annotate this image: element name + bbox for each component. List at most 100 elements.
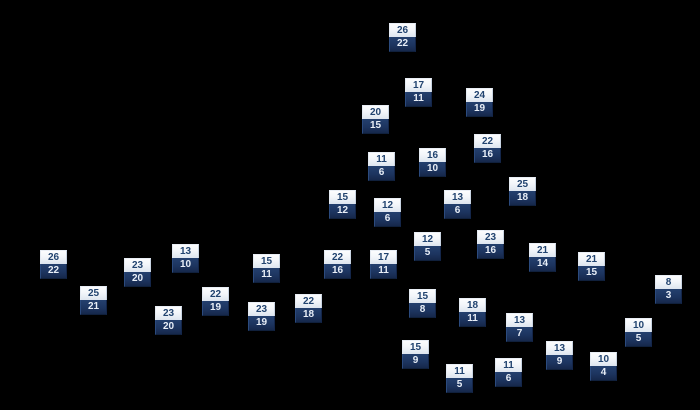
data-point-top-value: 10 (590, 352, 617, 366)
data-point-label[interactable]: 10 4 (590, 352, 617, 381)
data-point-bottom-value: 22 (389, 37, 416, 52)
data-point-bottom-value: 20 (124, 272, 151, 287)
data-point-label[interactable]: 12 6 (374, 198, 401, 227)
data-point-bottom-value: 11 (405, 92, 432, 107)
data-point-top-value: 24 (466, 88, 493, 102)
data-point-bottom-value: 21 (80, 300, 107, 315)
data-point-top-value: 26 (389, 23, 416, 37)
data-point-top-value: 23 (248, 302, 275, 316)
data-point-label[interactable]: 26 22 (389, 23, 416, 52)
data-point-top-value: 23 (155, 306, 182, 320)
data-point-label[interactable]: 11 6 (495, 358, 522, 387)
data-point-top-value: 10 (625, 318, 652, 332)
data-point-top-value: 13 (506, 313, 533, 327)
data-point-top-value: 15 (409, 289, 436, 303)
data-point-bottom-value: 6 (495, 372, 522, 387)
data-point-top-value: 20 (362, 105, 389, 119)
data-point-top-value: 12 (374, 198, 401, 212)
data-point-label[interactable]: 13 10 (172, 244, 199, 273)
data-point-label[interactable]: 25 21 (80, 286, 107, 315)
data-point-label[interactable]: 16 10 (419, 148, 446, 177)
data-point-top-value: 22 (324, 250, 351, 264)
data-point-top-value: 15 (329, 190, 356, 204)
data-point-bottom-value: 11 (370, 264, 397, 279)
data-point-label[interactable]: 13 7 (506, 313, 533, 342)
data-point-label[interactable]: 13 9 (546, 341, 573, 370)
data-point-label[interactable]: 21 15 (578, 252, 605, 281)
data-point-top-value: 11 (446, 364, 473, 378)
data-point-label[interactable]: 12 5 (414, 232, 441, 261)
data-point-bottom-value: 14 (529, 257, 556, 272)
data-point-label[interactable]: 25 18 (509, 177, 536, 206)
data-point-bottom-value: 5 (446, 378, 473, 393)
data-point-label[interactable]: 10 5 (625, 318, 652, 347)
data-point-bottom-value: 3 (655, 289, 682, 304)
data-point-top-value: 21 (578, 252, 605, 266)
data-point-bottom-value: 5 (625, 332, 652, 347)
data-point-label[interactable]: 15 9 (402, 340, 429, 369)
data-point-bottom-value: 16 (474, 148, 501, 163)
data-point-bottom-value: 9 (546, 355, 573, 370)
data-point-top-value: 23 (477, 230, 504, 244)
data-point-label[interactable]: 15 11 (253, 254, 280, 283)
data-point-label[interactable]: 13 6 (444, 190, 471, 219)
data-point-label[interactable]: 23 20 (124, 258, 151, 287)
data-point-bottom-value: 9 (402, 354, 429, 369)
data-point-label[interactable]: 23 16 (477, 230, 504, 259)
data-point-label[interactable]: 11 6 (368, 152, 395, 181)
data-point-top-value: 11 (368, 152, 395, 166)
data-point-label[interactable]: 22 19 (202, 287, 229, 316)
data-point-label[interactable]: 15 8 (409, 289, 436, 318)
data-point-bottom-value: 10 (172, 258, 199, 273)
data-point-label[interactable]: 23 20 (155, 306, 182, 335)
data-point-top-value: 13 (444, 190, 471, 204)
data-point-bottom-value: 19 (466, 102, 493, 117)
data-point-bottom-value: 18 (509, 191, 536, 206)
data-point-top-value: 8 (655, 275, 682, 289)
data-point-bottom-value: 22 (40, 264, 67, 279)
data-point-top-value: 11 (495, 358, 522, 372)
data-point-top-value: 17 (405, 78, 432, 92)
data-point-bottom-value: 16 (324, 264, 351, 279)
data-point-label[interactable]: 17 11 (370, 250, 397, 279)
data-point-top-value: 13 (172, 244, 199, 258)
data-point-bottom-value: 15 (362, 119, 389, 134)
data-point-bottom-value: 19 (248, 316, 275, 331)
data-point-label[interactable]: 18 11 (459, 298, 486, 327)
data-point-top-value: 25 (80, 286, 107, 300)
data-point-top-value: 17 (370, 250, 397, 264)
data-point-bottom-value: 10 (419, 162, 446, 177)
data-point-bottom-value: 20 (155, 320, 182, 335)
data-point-label[interactable]: 20 15 (362, 105, 389, 134)
data-point-top-value: 22 (295, 294, 322, 308)
data-point-label[interactable]: 22 18 (295, 294, 322, 323)
data-point-label[interactable]: 24 19 (466, 88, 493, 117)
data-point-bottom-value: 6 (374, 212, 401, 227)
data-point-bottom-value: 4 (590, 366, 617, 381)
data-point-bottom-value: 16 (477, 244, 504, 259)
data-point-label[interactable]: 26 22 (40, 250, 67, 279)
data-point-label[interactable]: 23 19 (248, 302, 275, 331)
data-point-label[interactable]: 15 12 (329, 190, 356, 219)
data-point-top-value: 21 (529, 243, 556, 257)
data-point-top-value: 23 (124, 258, 151, 272)
data-point-top-value: 16 (419, 148, 446, 162)
data-point-bottom-value: 15 (578, 266, 605, 281)
data-point-bottom-value: 6 (368, 166, 395, 181)
data-point-label[interactable]: 22 16 (324, 250, 351, 279)
data-point-top-value: 22 (474, 134, 501, 148)
data-point-label[interactable]: 17 11 (405, 78, 432, 107)
data-point-label[interactable]: 21 14 (529, 243, 556, 272)
data-point-bottom-value: 12 (329, 204, 356, 219)
data-point-label[interactable]: 11 5 (446, 364, 473, 393)
data-point-bottom-value: 18 (295, 308, 322, 323)
data-point-label[interactable]: 22 16 (474, 134, 501, 163)
data-point-top-value: 26 (40, 250, 67, 264)
data-point-bottom-value: 7 (506, 327, 533, 342)
data-point-top-value: 22 (202, 287, 229, 301)
data-point-top-value: 15 (253, 254, 280, 268)
data-point-bottom-value: 5 (414, 246, 441, 261)
data-point-bottom-value: 6 (444, 204, 471, 219)
